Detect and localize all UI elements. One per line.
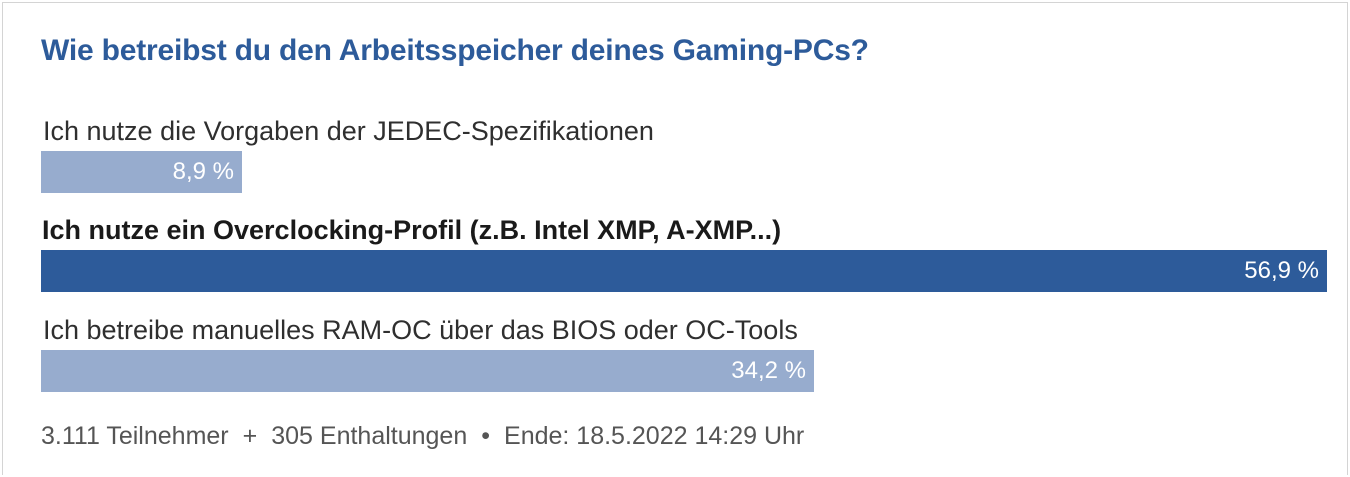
abstentions-count: 305 Enthaltungen xyxy=(271,422,468,450)
dot-separator: • xyxy=(481,422,491,450)
option-label: Ich nutze ein Overclocking-Profil (z.B. … xyxy=(42,215,782,245)
bar-value-label: 34,2 % xyxy=(731,357,806,384)
result-bar: 8,9 % xyxy=(41,151,242,193)
result-bar: 56,9 % xyxy=(41,250,1327,292)
bar-track: 34,2 % xyxy=(41,350,1327,392)
bar-track: 8,9 % xyxy=(41,151,1327,193)
option-label: Ich betreibe manuelles RAM-OC über das B… xyxy=(43,315,798,345)
poll-title: Wie betreibst du den Arbeitsspeicher dei… xyxy=(41,34,869,67)
option-label: Ich nutze die Vorgaben der JEDEC-Spezifi… xyxy=(43,116,654,146)
plus-separator: + xyxy=(242,422,258,450)
poll-option-jedec: Ich nutze die Vorgaben der JEDEC-Spezifi… xyxy=(41,115,1327,205)
bar-value-label: 56,9 % xyxy=(1244,257,1319,284)
poll-option-xmp: Ich nutze ein Overclocking-Profil (z.B. … xyxy=(41,214,1327,304)
participants-count: 3.111 Teilnehmer xyxy=(41,422,229,450)
bar-value-label: 8,9 % xyxy=(172,158,234,185)
bar-track: 56,9 % xyxy=(41,250,1327,292)
result-bar: 34,2 % xyxy=(41,350,814,392)
poll-footer: 3.111 Teilnehmer +305 Enthaltungen • Ende: … xyxy=(41,421,804,451)
poll-end-date: Ende: 18.5.2022 14:29 Uhr xyxy=(504,422,805,450)
poll-option-manual-oc: Ich betreibe manuelles RAM-OC über das B… xyxy=(41,314,1327,404)
